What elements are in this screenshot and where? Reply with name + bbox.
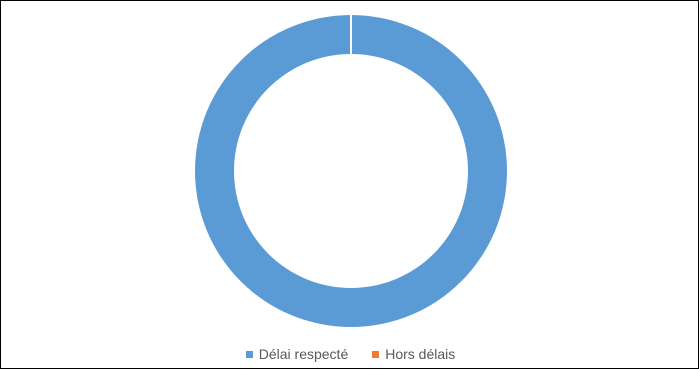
legend-swatch-delai-respecte <box>245 350 253 358</box>
legend-swatch-hors-delais <box>372 350 380 358</box>
chart-legend: Délai respecté Hors délais <box>1 346 699 362</box>
legend-label-delai-respecte: Délai respecté <box>258 346 349 362</box>
donut-slices <box>195 14 507 327</box>
legend-item-hors-delais: Hors délais <box>372 346 455 362</box>
donut-slice-delai-respecte <box>195 15 507 327</box>
legend-item-delai-respecte: Délai respecté <box>245 346 349 362</box>
legend-label-hors-delais: Hors délais <box>385 346 456 362</box>
